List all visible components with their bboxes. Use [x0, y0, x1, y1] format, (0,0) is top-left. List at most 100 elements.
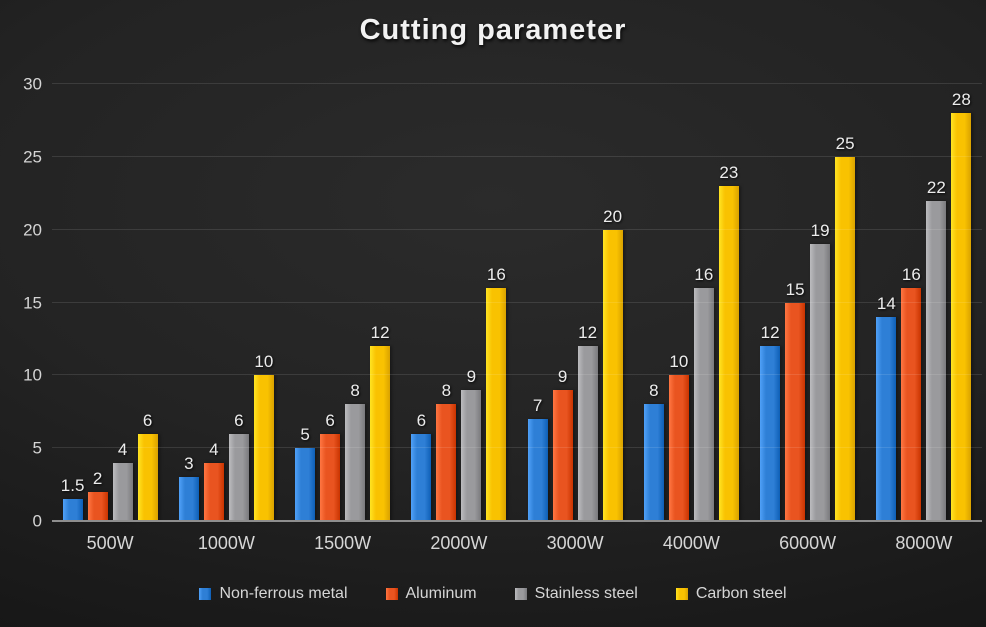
plot-area: 1.5 2 4 6 3 4 6 10 5 6 8 12 6 8 9 16 7 9 12 20 8 10 16 23 12 15 19… — [52, 83, 982, 522]
value-label: 23 — [719, 162, 739, 182]
gridline-15 — [52, 301, 982, 303]
legend-label: Stainless steel — [534, 585, 638, 602]
bar-aluminum-2000W: 8 — [436, 382, 457, 521]
value-label: 9 — [466, 366, 477, 386]
legend-swatch-icon — [199, 588, 212, 600]
bar-aluminum-8000W: 16 — [901, 266, 922, 521]
bar-group-4000W: 8 10 16 23 — [633, 84, 749, 521]
value-label: 4 — [209, 439, 219, 459]
y-tick-label-30: 30 — [23, 74, 42, 94]
gridline-20 — [52, 228, 982, 230]
bar-stainless-steel-2000W: 9 — [461, 368, 482, 521]
legend-label: Non-ferrous metal — [219, 585, 348, 602]
bar-group-1500W: 5 6 8 12 — [285, 84, 401, 521]
x-tick-label-6000W: 6000W — [779, 533, 837, 553]
value-label: 16 — [901, 264, 921, 284]
value-label: 8 — [441, 381, 452, 401]
value-label: 10 — [254, 352, 274, 372]
value-label: 12 — [370, 323, 390, 343]
bar-group-8000W: 14 16 22 28 — [866, 84, 982, 521]
bar-groups: 1.5 2 4 6 3 4 6 10 5 6 8 12 6 8 9 16 7 9 12 20 8 10 16 23 12 15 19… — [52, 84, 982, 521]
bar-stainless-steel-4000W: 16 — [693, 266, 714, 521]
value-label: 15 — [785, 279, 805, 299]
legend-item-stainless-steel: Stainless steel — [514, 585, 638, 603]
value-label: 2 — [92, 468, 103, 488]
bar-group-1000W: 3 4 6 10 — [168, 84, 284, 521]
x-tick-label-4000W: 4000W — [662, 533, 720, 553]
legend-item-non-ferrous-metal: Non-ferrous metal — [199, 585, 348, 603]
bar-carbon-steel-2000W: 16 — [486, 266, 507, 521]
bar-stainless-steel-8000W: 22 — [926, 179, 947, 521]
bar-carbon-steel-6000W: 25 — [835, 135, 856, 521]
legend-label: Aluminum — [405, 585, 477, 602]
x-tick-label-1500W: 1500W — [314, 533, 372, 553]
value-label: 1.5 — [60, 476, 85, 496]
legend-swatch-icon — [385, 588, 398, 600]
gridline-10 — [52, 374, 982, 376]
value-label: 12 — [578, 323, 598, 343]
value-label: 28 — [951, 90, 971, 110]
y-tick-label-20: 20 — [23, 220, 42, 240]
bar-group-500W: 1.5 2 4 6 — [52, 84, 168, 521]
x-tick-label-8000W: 8000W — [895, 533, 953, 553]
chart-title: Cutting parameter — [359, 14, 627, 46]
y-axis: 0 5 10 15 20 25 30 — [0, 76, 42, 530]
bar-aluminum-4000W: 10 — [668, 353, 689, 521]
value-label: 12 — [760, 323, 780, 343]
bar-non-ferrous-metal-500W: 1.5 — [61, 477, 84, 521]
bar-aluminum-1000W: 4 — [203, 441, 224, 521]
value-label: 6 — [325, 410, 335, 430]
bar-non-ferrous-metal-3000W: 7 — [527, 397, 548, 521]
value-label: 7 — [532, 396, 543, 416]
bar-carbon-steel-1500W: 12 — [370, 324, 391, 521]
legend-swatch-icon — [675, 588, 688, 600]
y-tick-label-15: 15 — [23, 293, 42, 312]
x-tick-label-2000W: 2000W — [430, 533, 488, 553]
value-label: 8 — [649, 381, 659, 401]
bar-carbon-steel-500W: 6 — [137, 412, 158, 521]
bar-stainless-steel-500W: 4 — [112, 441, 133, 521]
bar-carbon-steel-8000W: 28 — [951, 91, 972, 521]
bar-group-6000W: 12 15 19 25 — [750, 84, 866, 521]
legend-label: Carbon steel — [695, 585, 787, 602]
bar-stainless-steel-6000W: 19 — [810, 222, 831, 521]
bar-carbon-steel-3000W: 20 — [602, 208, 623, 521]
y-tick-label-10: 10 — [23, 365, 42, 385]
bar-non-ferrous-metal-4000W: 8 — [643, 382, 664, 521]
value-label: 20 — [603, 206, 623, 226]
value-label: 22 — [926, 177, 946, 197]
bar-stainless-steel-1000W: 6 — [228, 412, 249, 521]
bar-aluminum-3000W: 9 — [552, 368, 573, 521]
gridline-30 — [52, 83, 982, 84]
bar-non-ferrous-metal-1000W: 3 — [178, 455, 199, 521]
value-label: 6 — [234, 410, 244, 430]
bar-aluminum-6000W: 15 — [785, 281, 806, 521]
value-label: 6 — [416, 410, 427, 430]
bar-stainless-steel-1500W: 8 — [345, 382, 366, 521]
bar-group-3000W: 7 9 12 20 — [517, 84, 633, 521]
y-tick-label-0: 0 — [32, 511, 42, 531]
legend-swatch-icon — [514, 588, 527, 600]
value-label: 16 — [694, 264, 714, 284]
x-axis: 500W 1000W 1500W 2000W 3000W 4000W 6000W 8000W — [52, 533, 982, 554]
value-label: 14 — [876, 294, 896, 314]
gridline-5 — [52, 447, 982, 449]
x-tick-label-500W: 500W — [86, 533, 134, 553]
y-tick-label-25: 25 — [23, 147, 42, 167]
value-label: 16 — [486, 264, 506, 284]
bar-non-ferrous-metal-8000W: 14 — [876, 295, 897, 521]
bar-non-ferrous-metal-1500W: 5 — [295, 426, 316, 521]
bar-non-ferrous-metal-2000W: 6 — [411, 412, 432, 521]
x-tick-label-1000W: 1000W — [197, 533, 255, 553]
x-axis-line — [52, 520, 982, 522]
gridline-25 — [52, 155, 982, 157]
bar-group-2000W: 6 8 9 16 — [401, 84, 517, 521]
legend-item-carbon-steel: Carbon steel — [675, 585, 787, 603]
x-tick-label-3000W: 3000W — [546, 533, 604, 553]
legend-item-aluminum: Aluminum — [385, 585, 477, 603]
bar-aluminum-1500W: 6 — [320, 412, 341, 521]
value-label: 8 — [350, 381, 360, 401]
value-label: 4 — [117, 439, 128, 459]
bar-stainless-steel-3000W: 12 — [577, 324, 598, 521]
value-label: 9 — [557, 366, 568, 386]
